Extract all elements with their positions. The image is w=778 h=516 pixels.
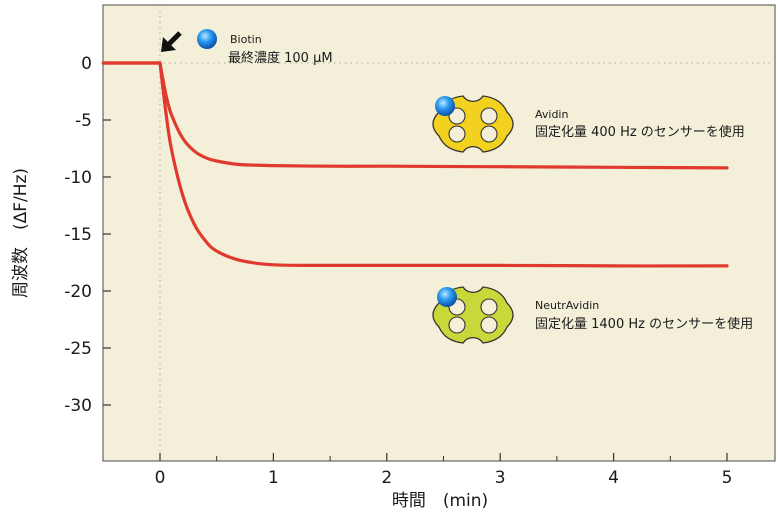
x-tick-label: 0 bbox=[155, 468, 166, 488]
blue-sphere-icon bbox=[197, 29, 217, 49]
series-line-1 bbox=[101, 61, 729, 170]
y-tick-label: -5 bbox=[75, 111, 92, 131]
biotin-concentration: 最終濃度 100 μM bbox=[228, 50, 333, 66]
y-axis-ticks: 0 -5 -10 -15 -20 -25 -30 bbox=[64, 54, 111, 416]
neutravidin-description: 固定化量 1400 Hz のセンサーを使用 bbox=[535, 316, 753, 332]
avidin-label: Avidin bbox=[535, 108, 568, 121]
biotin-label: Biotin bbox=[230, 33, 262, 46]
y-axis-title: 周波数 (ΔF/Hz) bbox=[11, 168, 31, 298]
y-tick-label: 0 bbox=[81, 54, 92, 74]
series-lines bbox=[101, 61, 729, 268]
avidin-description: 固定化量 400 Hz のセンサーを使用 bbox=[535, 124, 745, 140]
x-tick-label: 5 bbox=[722, 468, 733, 488]
x-tick-label: 1 bbox=[268, 468, 279, 488]
y-tick-label: -30 bbox=[64, 396, 92, 416]
x-tick-label: 4 bbox=[608, 468, 619, 488]
y-tick-label: -25 bbox=[64, 339, 92, 359]
x-tick-label: 3 bbox=[495, 468, 506, 488]
y-tick-label: -20 bbox=[64, 282, 92, 302]
series-line-2 bbox=[101, 61, 729, 268]
x-axis-title: 時間 (min) bbox=[392, 491, 488, 511]
x-tick-label: 2 bbox=[381, 468, 392, 488]
blue-sphere-icon bbox=[437, 287, 457, 307]
x-axis-ticks: 0 1 2 3 4 5 bbox=[155, 453, 733, 488]
blue-sphere-icon bbox=[435, 96, 455, 116]
plot-area bbox=[102, 4, 776, 462]
y-tick-label: -10 bbox=[64, 168, 92, 188]
y-tick-label: -15 bbox=[64, 225, 92, 245]
arrow-down-left-icon bbox=[161, 31, 182, 52]
neutravidin-label: NeutrAvidin bbox=[535, 299, 599, 312]
